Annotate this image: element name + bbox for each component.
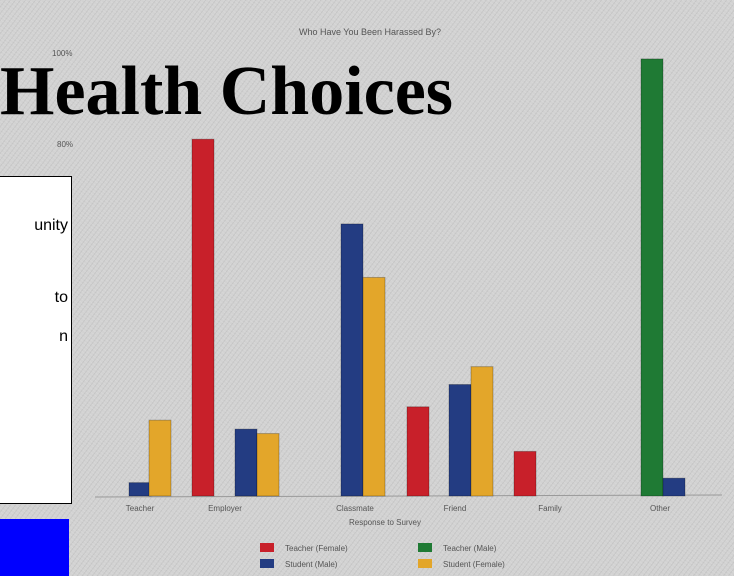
bars-group	[128, 58, 686, 497]
x-tick-label: Friend	[444, 504, 467, 513]
bar	[640, 58, 664, 497]
legend-label: Student (Female)	[443, 560, 505, 569]
bar	[513, 450, 537, 497]
text-box-line: to	[54, 289, 68, 306]
x-tick-label: Other	[650, 504, 670, 513]
legend: Teacher (Female) Teacher (Male) Student (M…	[260, 543, 505, 569]
bar	[128, 482, 152, 497]
x-tick-label: Family	[538, 504, 562, 513]
legend-label: Student (Male)	[285, 560, 338, 569]
bar	[256, 433, 280, 497]
x-tick-label: Teacher	[126, 504, 155, 513]
legend-swatch	[260, 543, 274, 552]
bar	[448, 384, 472, 497]
legend-swatch	[418, 543, 432, 552]
legend-swatch	[418, 559, 432, 568]
x-tick-label: Classmate	[336, 504, 374, 513]
x-tick-labels: Teacher Employer Classmate Friend Family Othe…	[126, 504, 671, 513]
chart-title: Who Have You Been Harassed By?	[299, 27, 441, 37]
legend-swatch	[260, 559, 274, 568]
legend-label: Teacher (Male)	[443, 544, 497, 553]
bar	[662, 477, 686, 497]
x-axis-label: Response to Survey	[349, 518, 421, 527]
blue-box	[0, 519, 69, 576]
text-box-line: unity	[34, 217, 68, 234]
bar	[191, 138, 215, 497]
legend-label: Teacher (Female)	[285, 544, 348, 553]
text-box-line: n	[59, 328, 68, 345]
bar	[148, 419, 172, 497]
bar	[234, 428, 258, 497]
bar	[340, 223, 364, 497]
y-tick-label-100: 100%	[52, 49, 72, 58]
y-tick-label-80: 80%	[57, 140, 73, 149]
x-tick-label: Employer	[208, 504, 242, 513]
bar	[470, 366, 494, 497]
text-box: unity to n	[0, 176, 72, 504]
bar	[362, 276, 386, 497]
slide-title: Health Choices	[0, 53, 454, 130]
bar	[406, 406, 430, 497]
